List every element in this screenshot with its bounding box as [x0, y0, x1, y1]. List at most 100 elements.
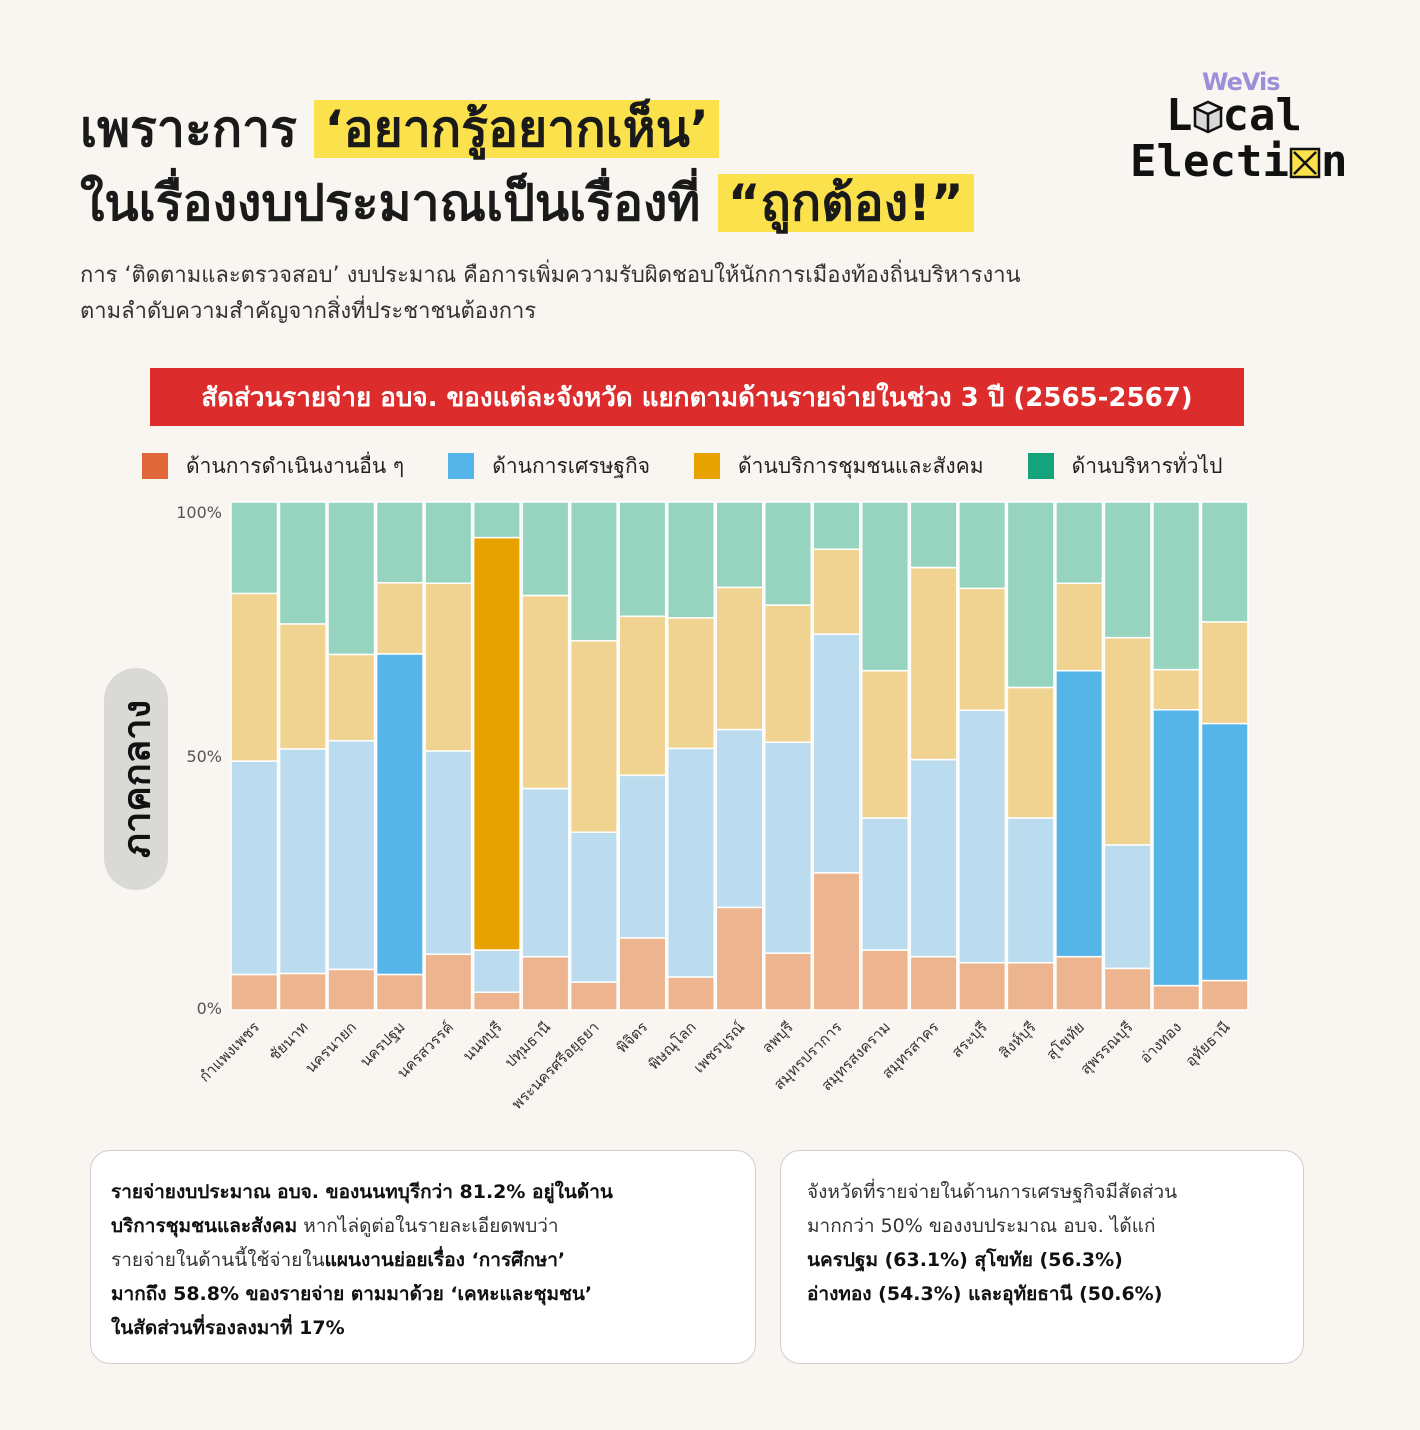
bar-segment-admin — [569, 501, 618, 642]
bar-segment-other — [278, 972, 327, 1011]
title-line-1-highlight: ‘อยากรู้อยากเห็น’ — [314, 100, 719, 158]
bar-segment-admin — [230, 501, 279, 595]
bar-segment-admin — [1152, 501, 1201, 671]
title-line-1: เพราะการ ‘อยากรู้อยากเห็น’ — [80, 92, 974, 166]
bar-segment-other — [1152, 984, 1201, 1011]
bar-segment-economic — [424, 750, 473, 955]
bar-segment-economic — [521, 787, 570, 958]
bar-segment-economic — [1055, 669, 1104, 958]
x-tick-label: สระบุรี — [948, 1018, 992, 1062]
logo-line-1: L cal — [1166, 94, 1302, 138]
y-tick-label: 50% — [186, 747, 222, 766]
x-tick-label: กำแพงเพชร — [195, 1018, 263, 1086]
note2-line-4-bold: อ่างทอง (54.3%) และอุทัยธานี (50.6%) — [807, 1283, 1163, 1305]
bar-segment-other — [715, 906, 764, 1011]
bar-segment-economic — [230, 760, 279, 976]
x-tick-label: นครนายก — [302, 1018, 361, 1077]
note1-line-1: รายจ่ายงบประมาณ อบจ. ของนนทบุรีกว่า 81.2… — [111, 1175, 735, 1209]
x-tick-label: ชัยนาท — [265, 1018, 311, 1064]
bar-segment-other — [1006, 962, 1055, 1011]
bar-segment-economic — [666, 747, 715, 978]
note1-line-2: บริการชุมชนและสังคม หากไล่ดูต่อในรายละเอ… — [111, 1209, 735, 1243]
legend-item-admin: ด้านบริหารทั่วไป — [1027, 450, 1223, 483]
stacked-bar-chart: 0%50%100%กำแพงเพชร ชัยนาทนครนายกนครปฐมนคร… — [176, 501, 1249, 1114]
note1-line-1-bold: รายจ่ายงบประมาณ อบจ. ของนนทบุรีกว่า 81.2… — [111, 1181, 613, 1203]
bar-segment-admin — [764, 501, 813, 606]
x-tick-label: สุโขทัย — [1043, 1018, 1089, 1064]
wevis-local-election-logo: WeVis L cal Electi n — [1130, 64, 1370, 184]
bar-segment-admin — [909, 501, 958, 569]
legend-item-community: ด้านบริการชุมชนและสังคม — [694, 450, 984, 483]
bar-segment-community — [1006, 686, 1055, 819]
bar-segment-economic — [715, 728, 764, 909]
subtitle-line-2: ตามลำดับความสำคัญจากสิ่งที่ประชาชนต้องกา… — [80, 299, 537, 324]
note1-line-5: ในสัดส่วนที่รองลงมาที่ 17% — [111, 1311, 735, 1345]
logo-line-1-a: L — [1166, 90, 1193, 141]
bar-segment-other — [472, 991, 521, 1011]
x-tick-label: เพชรบูรณ์ — [690, 1018, 749, 1077]
title-line-2-highlight: “ถูกต้อง!” — [717, 174, 974, 232]
legend-item-economic: ด้านการเศรษฐกิจ — [448, 450, 650, 483]
legend-label-admin: ด้านบริหารทั่วไป — [1071, 453, 1223, 478]
bar-segment-other — [618, 937, 667, 1011]
bar-segment-community — [230, 592, 279, 762]
bar-segment-economic — [861, 817, 910, 951]
note1-line-3: รายจ่ายในด้านนี้ใช้จ่ายในแผนงานย่อยเรื่อ… — [111, 1243, 735, 1277]
legend-label-other: ด้านการดำเนินงานอื่น ๆ — [186, 453, 405, 478]
x-tick-label: พระนครศรีอยุธยา — [508, 1018, 604, 1114]
bar-segment-economic — [1200, 722, 1249, 982]
bar-segment-economic — [909, 758, 958, 958]
logo-line-2-a: Electi — [1130, 136, 1289, 187]
bar-segment-community — [1055, 582, 1104, 672]
bar-segment-community — [618, 615, 667, 777]
bar-segment-other — [1103, 967, 1152, 1011]
bar-segment-economic — [1006, 817, 1055, 964]
logo-wevis-text: WeVis — [1202, 68, 1281, 96]
bar-segment-economic — [327, 740, 376, 971]
bar-segment-community — [861, 669, 910, 819]
bar-segment-community — [278, 623, 327, 750]
bar-segment-admin — [1103, 501, 1152, 639]
note2-line-3-bold: นครปฐม (63.1%) สุโขทัย (56.3%) — [807, 1249, 1123, 1271]
title-block: เพราะการ ‘อยากรู้อยากเห็น’ ในเรื่องงบประ… — [80, 92, 974, 240]
bar-segment-economic — [958, 709, 1007, 964]
bar-segment-other — [909, 955, 958, 1011]
bar-segment-community — [327, 653, 376, 742]
x-tick-label: สิงห์บุรี — [996, 1018, 1041, 1063]
bar-segment-community — [958, 587, 1007, 712]
subtitle: การ ‘ติดตามและตรวจสอบ’ งบประมาณ คือการเพ… — [80, 258, 1330, 330]
bar-segment-other — [521, 955, 570, 1011]
bar-segment-admin — [715, 501, 764, 589]
note1-line-4: มากถึง 58.8% ของรายจ่าย ตามมาด้วย ‘เคหะแ… — [111, 1277, 735, 1311]
legend-swatch-admin — [1027, 453, 1054, 479]
legend-item-other: ด้านการดำเนินงานอื่น ๆ — [142, 450, 404, 483]
bar-segment-other — [812, 872, 861, 1011]
bar-segment-admin — [472, 501, 521, 539]
bar-segment-admin — [521, 501, 570, 597]
note1-line-4-bold: มากถึง 58.8% ของรายจ่าย ตามมาด้วย ‘เคหะแ… — [111, 1283, 593, 1305]
bar-segment-community — [424, 582, 473, 752]
x-tick-label: นนทบุรี — [459, 1018, 506, 1065]
legend-swatch-community — [694, 453, 721, 479]
chart-legend: ด้านการดำเนินงานอื่น ๆ ด้านการเศรษฐกิจ ด… — [142, 450, 1262, 482]
region-pill: ภาคกลาง — [104, 668, 168, 890]
bar-segment-admin — [375, 501, 424, 584]
legend-swatch-other — [142, 453, 168, 479]
bar-segment-community — [569, 639, 618, 833]
bar-segment-admin — [327, 501, 376, 656]
note-card-nonthaburi: รายจ่ายงบประมาณ อบจ. ของนนทบุรีกว่า 81.2… — [90, 1150, 756, 1364]
bar-segment-community — [666, 617, 715, 750]
bar-segment-community — [909, 566, 958, 761]
bar-segment-economic — [812, 633, 861, 874]
chart-title-banner: สัดส่วนรายจ่าย อบจ. ของแต่ละจังหวัด แยกต… — [150, 368, 1244, 426]
bar-segment-admin — [424, 501, 473, 585]
bar-segment-economic — [1103, 844, 1152, 970]
bar-segment-admin — [861, 501, 910, 672]
x-tick-label: พิจิตร — [613, 1018, 652, 1057]
bar-segment-economic — [1152, 709, 1201, 987]
logo-line-1-b: cal — [1222, 90, 1302, 141]
bar-segment-admin — [618, 501, 667, 618]
bar-segment-admin — [1055, 501, 1104, 585]
bar-segment-economic — [278, 748, 327, 975]
logo-line-2: Electi n — [1130, 140, 1347, 184]
